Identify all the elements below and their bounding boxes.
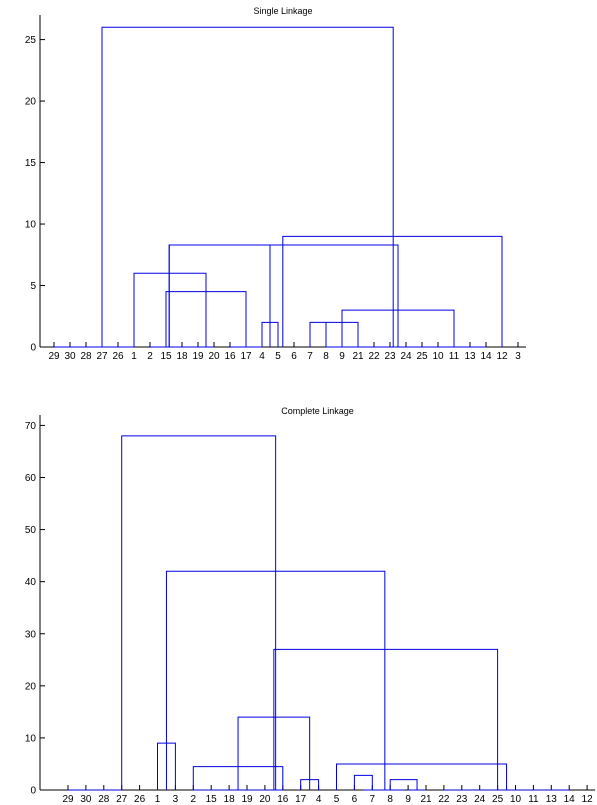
- leaf-label: 24: [474, 794, 486, 805]
- leaf-label: 8: [323, 351, 329, 362]
- leaf-label: 28: [98, 794, 110, 805]
- leaf-label: 19: [241, 794, 253, 805]
- leaf-label: 6: [291, 351, 297, 362]
- leaf-label: 24: [400, 351, 412, 362]
- dendrogram-link: [309, 321, 327, 347]
- dendrogram-link: [389, 779, 418, 790]
- leaf-label: 3: [173, 794, 179, 805]
- leaf-label: 7: [307, 351, 313, 362]
- leaf-label: 22: [438, 794, 450, 805]
- y-tick-label: 20: [25, 97, 37, 108]
- y-tick-label: 10: [25, 733, 37, 744]
- leaf-label: 13: [464, 351, 476, 362]
- leaf-label: 11: [449, 351, 460, 362]
- y-tick-label: 10: [25, 220, 37, 231]
- y-ticks: 0 5 10 15 20 25: [25, 35, 45, 354]
- dendrogram-link: [121, 435, 277, 790]
- dendrogram-link: [282, 235, 503, 347]
- leaf-label: 16: [277, 794, 289, 805]
- y-ticks: 0 10 20 30 40 50 60 70: [25, 421, 45, 797]
- x-ticks: 29 30 28 27 26 1 2 15 18 19 20 16 17 4 5 6 7 8 9 21 22 23 24 25…: [48, 342, 521, 362]
- leaf-label: 29: [62, 794, 74, 805]
- leaf-label: 2: [147, 351, 153, 362]
- leaf-label: 6: [352, 794, 358, 805]
- leaf-label: 20: [208, 351, 220, 362]
- y-tick-label: 20: [25, 681, 37, 692]
- leaf-label: 17: [240, 351, 252, 362]
- leaf-label: 21: [420, 794, 432, 805]
- leaf-label: 16: [224, 351, 236, 362]
- leaf-label: 9: [405, 794, 411, 805]
- leaf-label: 25: [416, 351, 428, 362]
- leaf-label: 10: [510, 794, 522, 805]
- leaf-label: 28: [80, 351, 92, 362]
- leaf-label: 21: [352, 351, 364, 362]
- leaf-label: 12: [582, 794, 594, 805]
- leaf-label: 9: [339, 351, 345, 362]
- leaf-label: 18: [176, 351, 188, 362]
- dendrogram-link: [168, 244, 271, 347]
- leaf-label: 1: [155, 794, 161, 805]
- leaf-label: 7: [370, 794, 376, 805]
- leaf-label: 14: [564, 794, 576, 805]
- leaf-label: 17: [295, 794, 307, 805]
- y-tick-label: 0: [30, 343, 36, 354]
- leaf-label: 29: [48, 351, 60, 362]
- leaf-label: 11: [528, 794, 539, 805]
- dendrogram-links: [68, 435, 570, 791]
- dendrogram-links: [54, 26, 503, 348]
- chart-title-single-linkage: Single Linkage: [253, 6, 312, 16]
- leaf-label: 1: [131, 351, 137, 362]
- y-tick-label: 70: [25, 421, 37, 432]
- leaf-label: 22: [368, 351, 380, 362]
- y-tick-label: 40: [25, 577, 37, 588]
- y-tick-label: 5: [30, 281, 36, 292]
- y-tick-label: 25: [25, 35, 37, 46]
- leaf-label: 13: [546, 794, 558, 805]
- leaf-label: 27: [96, 351, 108, 362]
- leaf-label: 15: [160, 351, 172, 362]
- leaf-label: 4: [316, 794, 322, 805]
- leaf-label: 19: [192, 351, 204, 362]
- leaf-label: 12: [496, 351, 508, 362]
- leaf-label: 15: [206, 794, 218, 805]
- y-tick-label: 15: [25, 158, 37, 169]
- x-ticks: 29 30 28 27 26 1 3 2 15 18 19 20 16 17 4 5 6 7 8 9 21 22 23 24 2…: [62, 785, 593, 805]
- dendrogram-link: [336, 763, 508, 790]
- leaf-label: 3: [515, 351, 521, 362]
- chart-title-complete-linkage: Complete Linkage: [281, 406, 354, 416]
- leaf-label: 5: [334, 794, 340, 805]
- leaf-label: 20: [259, 794, 271, 805]
- leaf-label: 30: [64, 351, 76, 362]
- leaf-label: 23: [456, 794, 468, 805]
- leaf-label: 4: [259, 351, 265, 362]
- dendrogram-link: [273, 648, 499, 790]
- leaf-label: 18: [224, 794, 236, 805]
- leaf-label: 10: [432, 351, 444, 362]
- dendrogram-link: [353, 774, 373, 790]
- leaf-label: 30: [80, 794, 92, 805]
- dendrogram-link: [101, 26, 394, 347]
- y-tick-label: 60: [25, 473, 37, 484]
- leaf-label: 26: [134, 794, 146, 805]
- y-tick-label: 30: [25, 629, 37, 640]
- leaf-label: 5: [275, 351, 281, 362]
- leaf-label: 2: [191, 794, 197, 805]
- leaf-label: 14: [480, 351, 492, 362]
- dendrogram-link: [133, 272, 207, 347]
- leaf-label: 26: [112, 351, 124, 362]
- leaf-label: 8: [387, 794, 393, 805]
- leaf-label: 25: [492, 794, 504, 805]
- y-tick-label: 50: [25, 525, 37, 536]
- y-tick-label: 0: [30, 786, 36, 797]
- leaf-label: 23: [384, 351, 396, 362]
- dendrogram-link: [168, 244, 399, 347]
- leaf-label: 27: [116, 794, 128, 805]
